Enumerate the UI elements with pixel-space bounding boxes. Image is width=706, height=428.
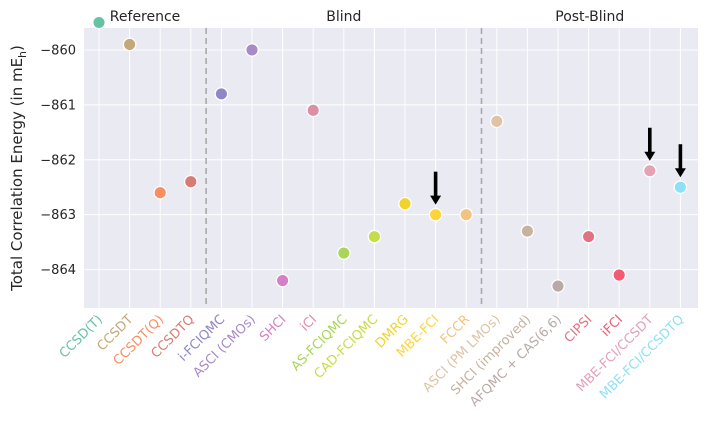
- y-axis-ticks: −864 −863 −862 −861 −860: [40, 43, 76, 278]
- plot-background: [84, 28, 698, 308]
- data-point: [551, 279, 565, 293]
- data-point: [275, 273, 290, 288]
- section-dividers: [205, 28, 483, 308]
- y-axis-title: Total Correlation Energy (in mEh): [8, 45, 29, 292]
- data-point: [489, 114, 504, 129]
- y-tick-label: −864: [40, 263, 76, 278]
- section-label: Blind: [326, 9, 361, 25]
- section-labels: Reference Blind Post-Blind: [110, 9, 624, 25]
- data-point: [581, 229, 596, 244]
- x-category-label: iCI: [298, 312, 320, 334]
- data-point: [642, 163, 657, 178]
- arrow-head: [430, 195, 442, 205]
- x-category-label: SHCI: [257, 312, 289, 344]
- section-label: Post-Blind: [555, 9, 624, 25]
- arrow-head: [674, 168, 686, 178]
- y-tick-label: −862: [40, 153, 76, 168]
- data-point: [428, 207, 443, 222]
- data-point: [520, 224, 535, 238]
- data-point: [398, 196, 412, 211]
- data-point: [306, 103, 321, 118]
- y-tick-label: −863: [40, 208, 76, 223]
- data-point: [459, 207, 474, 222]
- data-point: [92, 15, 106, 30]
- data-point: [673, 180, 688, 195]
- data-point: [214, 87, 229, 101]
- y-tick-label: −860: [40, 43, 76, 58]
- data-point: [612, 268, 627, 282]
- data-point: [367, 229, 382, 244]
- x-category-label: CIPSI: [562, 312, 596, 346]
- data-point: [183, 174, 198, 189]
- data-point: [153, 185, 168, 200]
- data-point: [245, 43, 259, 57]
- y-tick-label: −861: [40, 98, 76, 113]
- data-point: [122, 37, 137, 52]
- arrow-annotations: [430, 127, 686, 205]
- x-category-label: CCSD(T): [57, 312, 106, 361]
- arrow-head: [644, 151, 656, 161]
- data-points: [92, 15, 688, 293]
- data-point: [336, 246, 351, 260]
- section-label: Reference: [110, 9, 181, 25]
